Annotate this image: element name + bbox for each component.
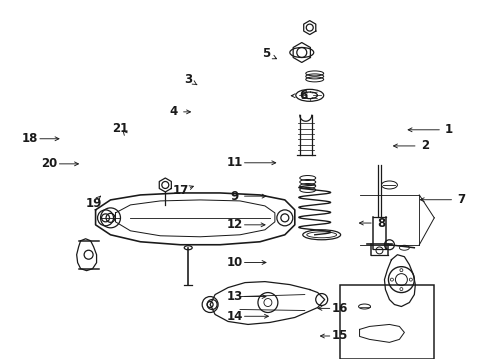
Text: 2: 2	[420, 139, 428, 152]
Text: 1: 1	[444, 123, 452, 136]
Text: 18: 18	[22, 132, 38, 145]
Text: 5: 5	[262, 47, 270, 60]
Text: 16: 16	[331, 302, 347, 315]
Text: 10: 10	[226, 256, 243, 269]
Text: 21: 21	[112, 122, 128, 135]
Bar	[339, 285, 433, 359]
Text: 12: 12	[226, 218, 243, 231]
Text: 6: 6	[298, 89, 306, 102]
Text: 9: 9	[230, 190, 239, 203]
Text: 4: 4	[169, 105, 178, 118]
Text: 17: 17	[173, 184, 189, 197]
Text: 20: 20	[41, 157, 58, 170]
Text: 14: 14	[226, 310, 243, 323]
Text: 8: 8	[376, 216, 384, 230]
Text: 3: 3	[184, 73, 192, 86]
Text: 7: 7	[456, 193, 465, 206]
Text: 13: 13	[226, 290, 243, 303]
Text: 15: 15	[331, 329, 347, 342]
Text: 11: 11	[226, 156, 243, 169]
Text: 19: 19	[85, 197, 102, 210]
